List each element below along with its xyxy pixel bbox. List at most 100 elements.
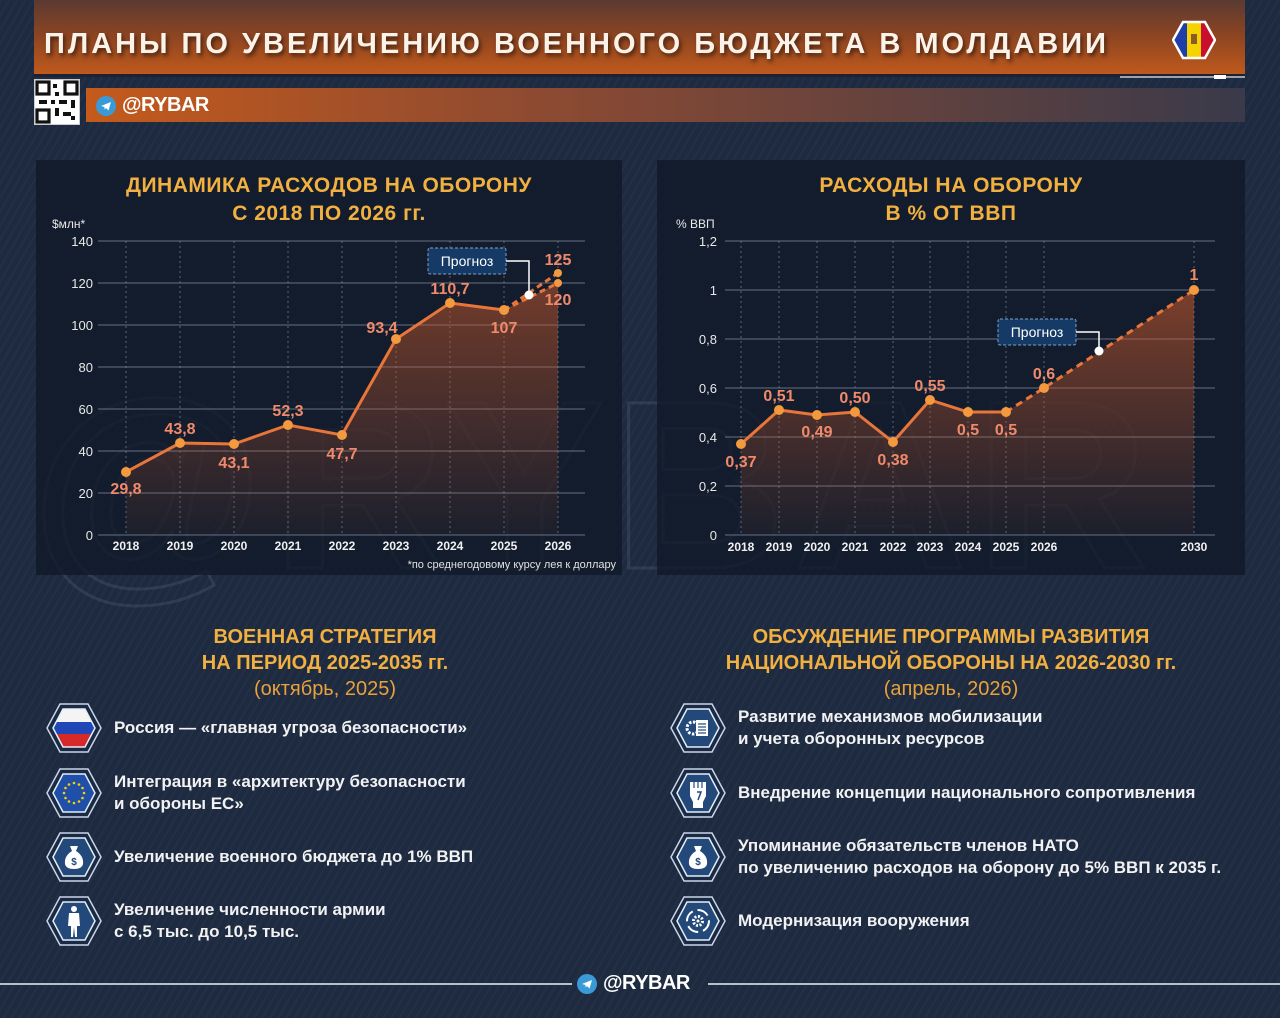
gear-document-icon [670, 703, 726, 753]
svg-text:2019: 2019 [766, 540, 793, 554]
channel-handle: @RYBAR [122, 94, 209, 116]
svg-text:100: 100 [71, 318, 93, 333]
chart-title-spending: ДИНАМИКА РАСХОДОВ НА ОБОРОНУ С 2018 ПО 2… [126, 174, 532, 225]
svg-text:1,2: 1,2 [699, 234, 717, 249]
telegram-handle-link[interactable]: @RYBAR [96, 94, 209, 117]
forecast-callout: Прогноз [997, 318, 1104, 356]
telegram-icon [577, 973, 597, 994]
svg-text:0,55: 0,55 [914, 378, 945, 395]
y-tick-labels: 1,2 1 0,8 0,6 0,4 0,2 0 [699, 234, 717, 543]
svg-text:0,51: 0,51 [763, 388, 794, 405]
gdp-share-line-chart: % ВВП 1,2 1 0,8 0,6 0,4 0,2 0 [676, 217, 1215, 554]
header-banner [34, 0, 1245, 76]
svg-text:43,1: 43,1 [218, 455, 249, 472]
svg-text:1: 1 [710, 283, 717, 298]
russia-flag-icon [46, 703, 102, 753]
svg-text:93,4: 93,4 [366, 320, 397, 337]
data-labels: 0,37 0,51 0,49 0,50 0,38 0,55 0,5 0,5 0,… [725, 267, 1198, 471]
svg-text:125: 125 [545, 252, 572, 269]
svg-text:60: 60 [79, 402, 93, 417]
svg-text:2020: 2020 [804, 540, 831, 554]
data-labels: 29,8 43,8 43,1 52,3 47,7 93,4 110,7 107 … [110, 252, 571, 498]
y-tick-labels: 140 120 100 80 60 40 20 0 [71, 234, 93, 543]
svg-text:$: $ [695, 857, 701, 868]
svg-text:0,6: 0,6 [1033, 366, 1055, 383]
strategy-item-russia: Россия — «главная угроза безопасности» [46, 703, 467, 753]
svg-text:107: 107 [491, 320, 518, 337]
telegram-icon [96, 95, 116, 116]
svg-text:2026: 2026 [545, 539, 572, 553]
program-item-mobilization: Развитие механизмов мобилизации и учета … [670, 703, 1042, 753]
svg-text:47,7: 47,7 [326, 446, 357, 463]
svg-text:0,38: 0,38 [877, 452, 908, 469]
footer-divider-right [708, 983, 1280, 985]
sub-banner [86, 88, 1245, 122]
program-item-resistance: Внедрение концепции национального сопрот… [670, 768, 1195, 818]
svg-text:2025: 2025 [993, 540, 1020, 554]
x-tick-labels: 2018 2019 2020 2021 2022 2023 2024 2025 … [113, 539, 572, 553]
svg-text:0,8: 0,8 [699, 332, 717, 347]
strategy-item-eu: Интеграция в «архитектуру безопасности и… [46, 768, 466, 818]
svg-text:2018: 2018 [113, 539, 140, 553]
footer-channel-handle: @RYBAR [603, 972, 690, 994]
svg-text:0,37: 0,37 [725, 454, 756, 471]
program-section-title: ОБСУЖДЕНИЕ ПРОГРАММЫ РАЗВИТИЯ НАЦИОНАЛЬН… [657, 624, 1245, 702]
strategy-date: (октябрь, 2025) [253, 678, 396, 700]
svg-text:2018: 2018 [728, 540, 755, 554]
svg-text:20: 20 [79, 486, 93, 501]
svg-text:2023: 2023 [383, 539, 410, 553]
strategy-item-army: Увеличение численности армии с 6,5 тыс. … [46, 896, 386, 946]
svg-text:2021: 2021 [842, 540, 869, 554]
x-tick-labels: 2018 2019 2020 2021 2022 2023 2024 2025 … [728, 540, 1208, 554]
svg-text:52,3: 52,3 [272, 403, 303, 420]
svg-text:2019: 2019 [167, 539, 194, 553]
forecast-callout: Прогноз [427, 247, 534, 300]
svg-text:0,4: 0,4 [699, 430, 717, 445]
svg-text:120: 120 [545, 292, 572, 309]
svg-text:140: 140 [71, 234, 93, 249]
eu-flag-icon [46, 768, 102, 818]
svg-text:2020: 2020 [221, 539, 248, 553]
svg-text:40: 40 [79, 444, 93, 459]
svg-text:0,49: 0,49 [801, 424, 832, 441]
header-accent-dot [1214, 75, 1226, 79]
svg-text:0,6: 0,6 [699, 381, 717, 396]
y-axis-label: $млн* [52, 217, 86, 231]
svg-text:0,50: 0,50 [839, 390, 870, 407]
svg-text:43,8: 43,8 [164, 421, 195, 438]
chart-footnote: *по среднегодовому курсу лея к доллару [408, 559, 617, 571]
qr-code[interactable] [34, 79, 80, 125]
svg-text:120: 120 [71, 276, 93, 291]
svg-text:1: 1 [1190, 267, 1199, 284]
footer-divider-left [0, 983, 572, 985]
data-points [736, 285, 1199, 449]
svg-text:2022: 2022 [329, 539, 356, 553]
modernization-cycle-icon [670, 896, 726, 946]
footer-telegram-link[interactable]: @RYBAR [577, 972, 690, 995]
svg-text:$: $ [71, 857, 77, 868]
svg-text:2025: 2025 [491, 539, 518, 553]
svg-text:0,5: 0,5 [995, 422, 1017, 439]
data-points [121, 269, 562, 477]
svg-text:Прогноз: Прогноз [1011, 324, 1064, 340]
chart-title-gdp-share: РАСХОДЫ НА ОБОРОНУ В % ОТ ВВП [819, 174, 1083, 225]
soldier-icon [46, 896, 102, 946]
program-date: (апрель, 2026) [883, 678, 1019, 700]
y-axis-label: % ВВП [676, 217, 715, 231]
svg-text:29,8: 29,8 [110, 481, 141, 498]
spending-line-chart: $млн* 140 120 100 80 60 40 20 0 [52, 217, 617, 571]
money-bag-icon: $ [670, 832, 726, 882]
strategy-section-title: ВОЕННАЯ СТРАТЕГИЯ НА ПЕРИОД 2025-2035 гг… [36, 624, 614, 702]
svg-text:0,5: 0,5 [957, 422, 979, 439]
svg-text:2026: 2026 [1031, 540, 1058, 554]
svg-text:2023: 2023 [917, 540, 944, 554]
svg-text:2024: 2024 [437, 539, 464, 553]
svg-text:Прогноз: Прогноз [441, 253, 494, 269]
chart-panel-spending: ДИНАМИКА РАСХОДОВ НА ОБОРОНУ С 2018 ПО 2… [36, 160, 622, 575]
moldova-flag-icon [1172, 20, 1216, 60]
svg-text:2030: 2030 [1181, 540, 1208, 554]
strategy-item-budget: $ Увеличение военного бюджета до 1% ВВП [46, 832, 473, 882]
svg-text:0: 0 [86, 528, 93, 543]
chart-panel-gdp-share: РАСХОДЫ НА ОБОРОНУ В % ОТ ВВП % ВВП 1,2 … [657, 160, 1245, 575]
svg-text:2022: 2022 [880, 540, 907, 554]
